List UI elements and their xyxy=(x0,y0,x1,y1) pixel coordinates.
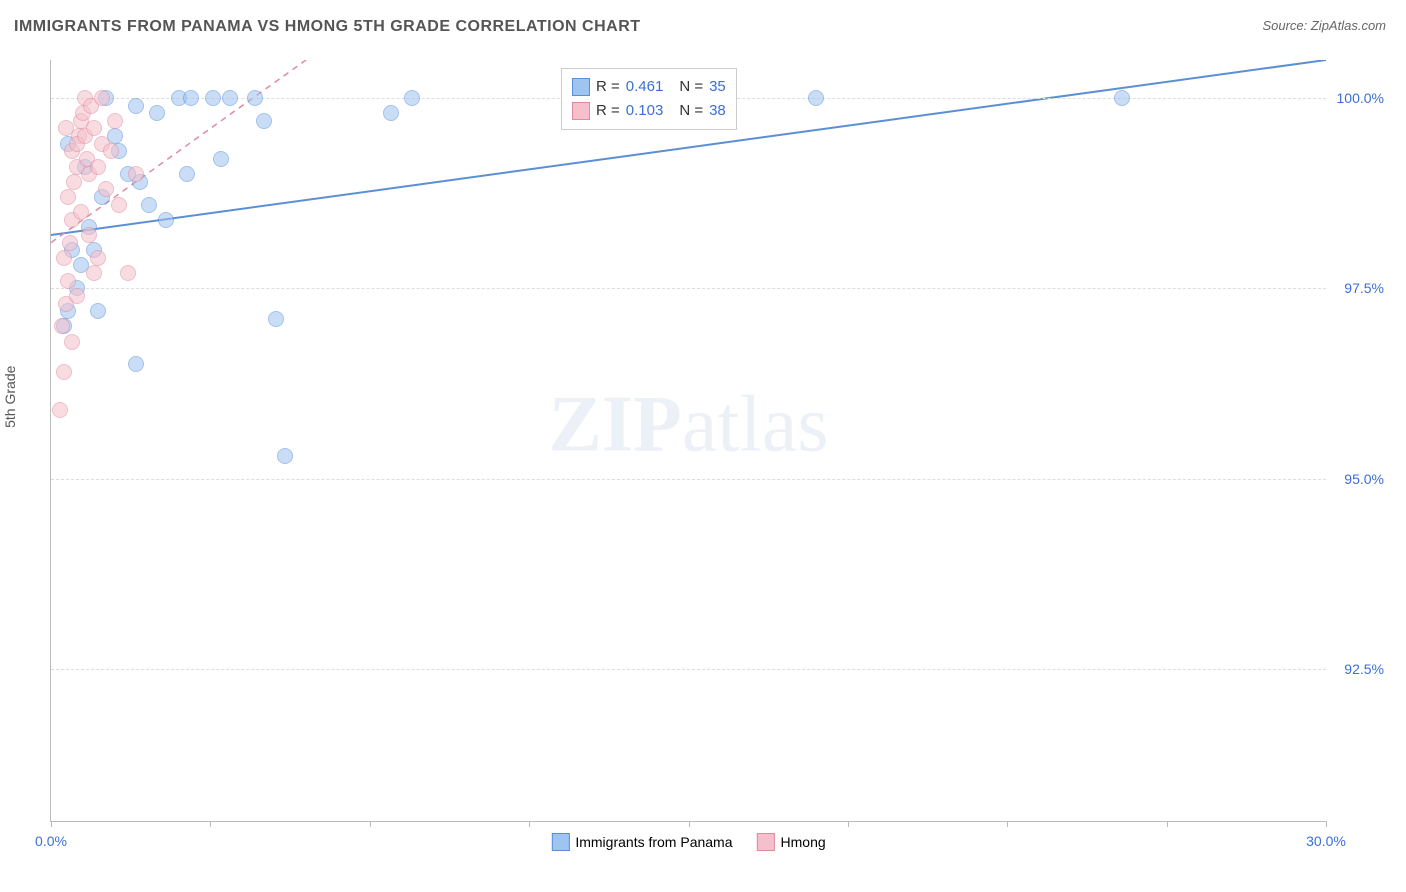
scatter-point xyxy=(58,120,74,136)
scatter-point xyxy=(60,273,76,289)
stats-legend-row: R = 0.103 N = 38 xyxy=(572,99,726,123)
scatter-point xyxy=(69,288,85,304)
watermark-light: atlas xyxy=(682,381,829,469)
bottom-legend-item: Immigrants from Panama xyxy=(551,833,732,851)
bottom-legend: Immigrants from Panama Hmong xyxy=(551,833,825,851)
x-tick xyxy=(1007,821,1008,827)
scatter-point xyxy=(277,448,293,464)
legend-n-label: N = xyxy=(679,75,703,99)
scatter-point xyxy=(86,120,102,136)
grid-line-horizontal xyxy=(51,288,1326,289)
scatter-point xyxy=(404,90,420,106)
legend-n-value: 38 xyxy=(709,99,726,123)
x-tick xyxy=(210,821,211,827)
legend-r-label: R = xyxy=(596,75,620,99)
source-attribution: Source: ZipAtlas.com xyxy=(1262,18,1386,33)
scatter-point xyxy=(81,227,97,243)
bottom-legend-label: Immigrants from Panama xyxy=(575,834,732,850)
stats-legend: R = 0.461 N = 35 R = 0.103 N = 38 xyxy=(561,68,737,130)
scatter-point xyxy=(205,90,221,106)
scatter-point xyxy=(107,113,123,129)
scatter-point xyxy=(98,181,114,197)
bottom-legend-label: Hmong xyxy=(781,834,826,850)
scatter-point xyxy=(90,159,106,175)
scatter-point xyxy=(73,204,89,220)
scatter-point xyxy=(158,212,174,228)
scatter-point xyxy=(120,265,136,281)
stats-legend-row: R = 0.461 N = 35 xyxy=(572,75,726,99)
scatter-point xyxy=(179,166,195,182)
legend-r-value: 0.103 xyxy=(626,99,664,123)
scatter-point xyxy=(128,98,144,114)
y-tick-label: 97.5% xyxy=(1344,280,1384,296)
y-axis-label: 5th Grade xyxy=(2,366,18,428)
legend-n-value: 35 xyxy=(709,75,726,99)
scatter-point xyxy=(103,143,119,159)
scatter-point xyxy=(247,90,263,106)
x-tick xyxy=(1167,821,1168,827)
legend-swatch xyxy=(551,833,569,851)
x-tick xyxy=(529,821,530,827)
legend-r-label: R = xyxy=(596,99,620,123)
x-tick xyxy=(848,821,849,827)
x-tick xyxy=(51,821,52,827)
scatter-point xyxy=(268,311,284,327)
x-tick-label-left: 0.0% xyxy=(35,833,67,849)
scatter-point xyxy=(128,166,144,182)
x-tick xyxy=(689,821,690,827)
scatter-point xyxy=(62,235,78,251)
scatter-point xyxy=(64,334,80,350)
x-tick xyxy=(1326,821,1327,827)
scatter-point xyxy=(90,250,106,266)
chart-title: IMMIGRANTS FROM PANAMA VS HMONG 5TH GRAD… xyxy=(14,18,641,36)
scatter-point xyxy=(94,90,110,106)
legend-swatch xyxy=(757,833,775,851)
y-tick-label: 92.5% xyxy=(1344,661,1384,677)
scatter-point xyxy=(86,265,102,281)
scatter-point xyxy=(90,303,106,319)
scatter-point xyxy=(54,318,70,334)
legend-n-label: N = xyxy=(679,99,703,123)
y-tick-label: 100.0% xyxy=(1337,90,1384,106)
scatter-point xyxy=(1114,90,1130,106)
watermark-bold: ZIP xyxy=(549,381,682,469)
x-tick-label-right: 30.0% xyxy=(1306,833,1346,849)
scatter-point xyxy=(56,250,72,266)
scatter-point xyxy=(213,151,229,167)
watermark: ZIPatlas xyxy=(549,380,829,471)
scatter-point xyxy=(66,174,82,190)
grid-line-horizontal xyxy=(51,669,1326,670)
scatter-point xyxy=(808,90,824,106)
scatter-point xyxy=(56,364,72,380)
scatter-point xyxy=(256,113,272,129)
scatter-point xyxy=(149,105,165,121)
scatter-point xyxy=(52,402,68,418)
scatter-point xyxy=(60,189,76,205)
legend-swatch xyxy=(572,78,590,96)
scatter-point xyxy=(383,105,399,121)
trend-lines-layer xyxy=(51,60,1326,821)
y-tick-label: 95.0% xyxy=(1344,471,1384,487)
x-tick xyxy=(370,821,371,827)
scatter-point xyxy=(111,197,127,213)
legend-r-value: 0.461 xyxy=(626,75,664,99)
plot-area: ZIPatlas 92.5%95.0%97.5%100.0%0.0%30.0%R… xyxy=(50,60,1326,822)
scatter-point xyxy=(128,356,144,372)
legend-swatch xyxy=(572,102,590,120)
grid-line-horizontal xyxy=(51,479,1326,480)
scatter-point xyxy=(183,90,199,106)
scatter-point xyxy=(222,90,238,106)
scatter-point xyxy=(141,197,157,213)
bottom-legend-item: Hmong xyxy=(757,833,826,851)
chart-container: 5th Grade ZIPatlas 92.5%95.0%97.5%100.0%… xyxy=(40,50,1386,852)
